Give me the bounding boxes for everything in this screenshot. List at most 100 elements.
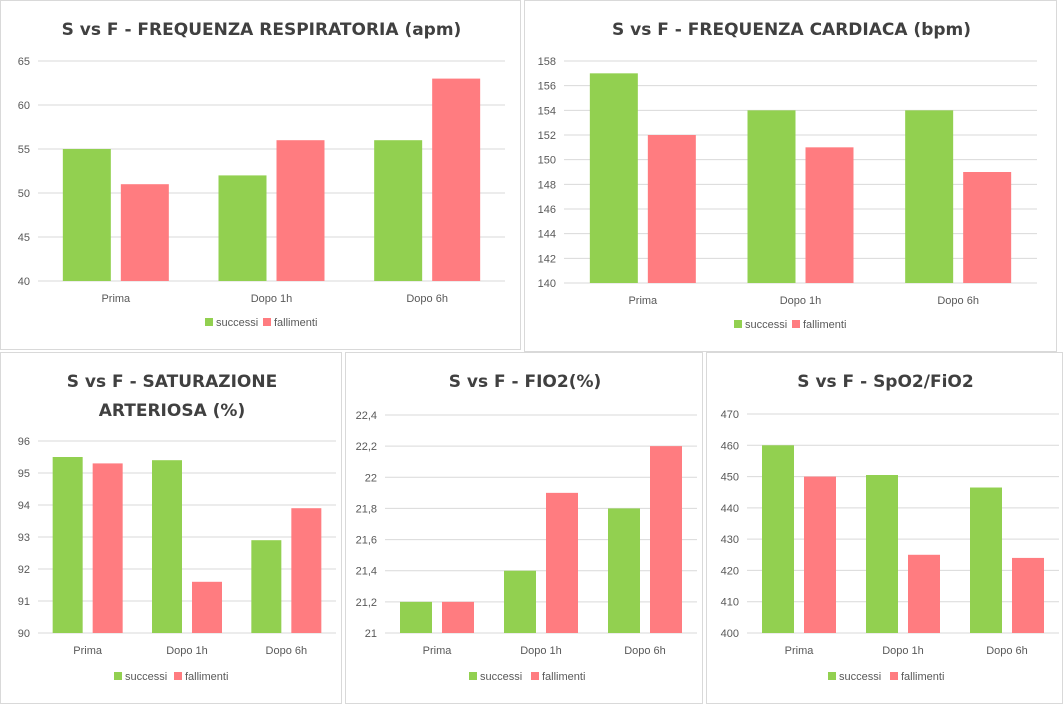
x-category-label: Dopo 6h	[986, 645, 1028, 657]
bar-fallimenti-2	[546, 492, 578, 633]
y-tick-label: 95	[18, 468, 30, 480]
legend-label-successi: successi	[216, 317, 258, 329]
bar-successi-2	[152, 460, 182, 633]
y-tick-label: 430	[721, 534, 739, 546]
x-category-label: Prima	[785, 645, 815, 657]
y-tick-label: 21,4	[356, 566, 377, 578]
y-tick-label: 420	[721, 565, 739, 577]
x-category-label: Prima	[423, 645, 453, 657]
x-category-label: Prima	[101, 293, 131, 305]
bar-fallimenti-3	[432, 78, 481, 281]
bar-fallimenti-2	[192, 581, 222, 633]
bar-successi-1	[62, 149, 111, 281]
chart-panel-frequenza-respiratoria: S vs F - FREQUENZA RESPIRATORIA (apm) 40 4…	[0, 0, 521, 350]
chart-panel-saturazione-arteriosa: S vs F - SATURAZIONE ARTERIOSA (%) 90 91 92 9…	[0, 352, 342, 704]
legend-label-successi: successi	[125, 671, 167, 683]
chart-svg: S vs F - SpO2/FiO2 400 410 420 430 440 450 460 4…	[721, 372, 1059, 683]
y-tick-label: 22	[365, 472, 377, 484]
bar-fallimenti-1	[647, 135, 696, 283]
bar-fallimenti-3	[963, 172, 1012, 283]
chart-svg: S vs F - FREQUENZA CARDIACA (bpm) 140 142 1…	[538, 20, 1037, 331]
chart-title: S vs F - FREQUENZA CARDIACA (bpm)	[612, 20, 971, 40]
y-tick-label: 142	[538, 253, 556, 265]
chart-title: S vs F - FIO2(%)	[449, 372, 602, 392]
bar-fallimenti-3	[291, 508, 322, 633]
bar-successi-3	[251, 540, 282, 633]
legend-label-fallimenti: fallimenti	[803, 319, 846, 331]
y-tick-label: 460	[721, 440, 739, 452]
bar-fallimenti-3	[1012, 557, 1044, 633]
chart-panel-fio2: S vs F - FIO2(%) 21 21,2 21,4 21,6 21,8 22 22,2…	[345, 352, 703, 704]
legend-swatch-successi	[469, 672, 477, 680]
bar-successi-1	[52, 457, 83, 633]
y-tick-label: 21,2	[356, 597, 377, 609]
bar-fallimenti-1	[442, 601, 474, 633]
y-tick-label: 470	[721, 409, 739, 421]
x-category-label: Dopo 6h	[624, 645, 666, 657]
bar-fallimenti-1	[120, 184, 169, 281]
x-category-label: Dopo 1h	[520, 645, 562, 657]
y-tick-label: 450	[721, 472, 739, 484]
bar-successi-2	[866, 475, 898, 633]
legend-label-successi: successi	[745, 319, 787, 331]
y-tick-label: 410	[721, 597, 739, 609]
x-category-label: Dopo 6h	[406, 293, 448, 305]
y-tick-label: 22,2	[356, 441, 377, 453]
x-category-label: Prima	[73, 645, 103, 657]
legend-label-fallimenti: fallimenti	[901, 671, 944, 683]
y-tick-label: 93	[18, 532, 30, 544]
legend-label-successi: successi	[480, 671, 522, 683]
chart-svg: S vs F - FIO2(%) 21 21,2 21,4 21,6 21,8 22 22,2…	[356, 372, 697, 683]
x-category-label: Dopo 1h	[166, 645, 208, 657]
x-category-label: Prima	[628, 295, 658, 307]
x-category-label: Dopo 1h	[251, 293, 293, 305]
legend-swatch-fallimenti	[792, 320, 800, 328]
y-tick-label: 94	[18, 500, 30, 512]
legend-label-successi: successi	[839, 671, 881, 683]
legend-swatch-fallimenti	[531, 672, 539, 680]
bar-fallimenti-2	[276, 140, 325, 281]
bar-successi-1	[589, 73, 638, 283]
y-tick-label: 400	[721, 628, 739, 640]
y-tick-label: 144	[538, 229, 556, 241]
y-tick-label: 21,8	[356, 503, 377, 515]
bar-fallimenti-2	[805, 147, 854, 283]
bar-fallimenti-1	[92, 463, 123, 633]
y-tick-label: 60	[18, 100, 30, 112]
legend-label-fallimenti: fallimenti	[185, 671, 228, 683]
legend-swatch-fallimenti	[263, 318, 271, 326]
x-category-label: Dopo 1h	[882, 645, 924, 657]
bar-successi-3	[608, 508, 640, 633]
y-tick-label: 22,4	[356, 410, 377, 422]
chart-title: S vs F - SATURAZIONE	[67, 372, 277, 392]
x-category-label: Dopo 6h	[266, 645, 308, 657]
bar-successi-2	[747, 110, 796, 283]
bar-successi-2	[504, 570, 536, 633]
chart-svg: S vs F - FREQUENZA RESPIRATORIA (apm) 40 4…	[18, 20, 505, 329]
bar-successi-2	[218, 175, 267, 281]
legend-swatch-successi	[114, 672, 122, 680]
x-category-label: Dopo 1h	[780, 295, 822, 307]
y-tick-label: 21	[365, 628, 377, 640]
bar-fallimenti-1	[804, 476, 836, 633]
y-tick-label: 150	[538, 155, 556, 167]
y-tick-label: 158	[538, 56, 556, 68]
bar-fallimenti-2	[908, 554, 940, 633]
y-tick-label: 90	[18, 628, 30, 640]
legend-label-fallimenti: fallimenti	[274, 317, 317, 329]
y-tick-label: 96	[18, 436, 30, 448]
y-tick-label: 154	[538, 105, 556, 117]
bar-successi-3	[905, 110, 954, 283]
x-category-label: Dopo 6h	[937, 295, 979, 307]
y-tick-label: 92	[18, 564, 30, 576]
y-tick-label: 55	[18, 144, 30, 156]
chart-panel-spo2-fio2: S vs F - SpO2/FiO2 400 410 420 430 440 450 460 4…	[706, 352, 1063, 704]
bar-successi-3	[970, 487, 1002, 633]
chart-title: S vs F - SpO2/FiO2	[797, 372, 973, 392]
legend-swatch-fallimenti	[174, 672, 182, 680]
legend-swatch-successi	[828, 672, 836, 680]
bar-fallimenti-3	[650, 446, 682, 633]
chart-svg: S vs F - SATURAZIONE ARTERIOSA (%) 90 91 92 9…	[18, 372, 336, 683]
y-tick-label: 140	[538, 278, 556, 290]
y-tick-label: 50	[18, 188, 30, 200]
